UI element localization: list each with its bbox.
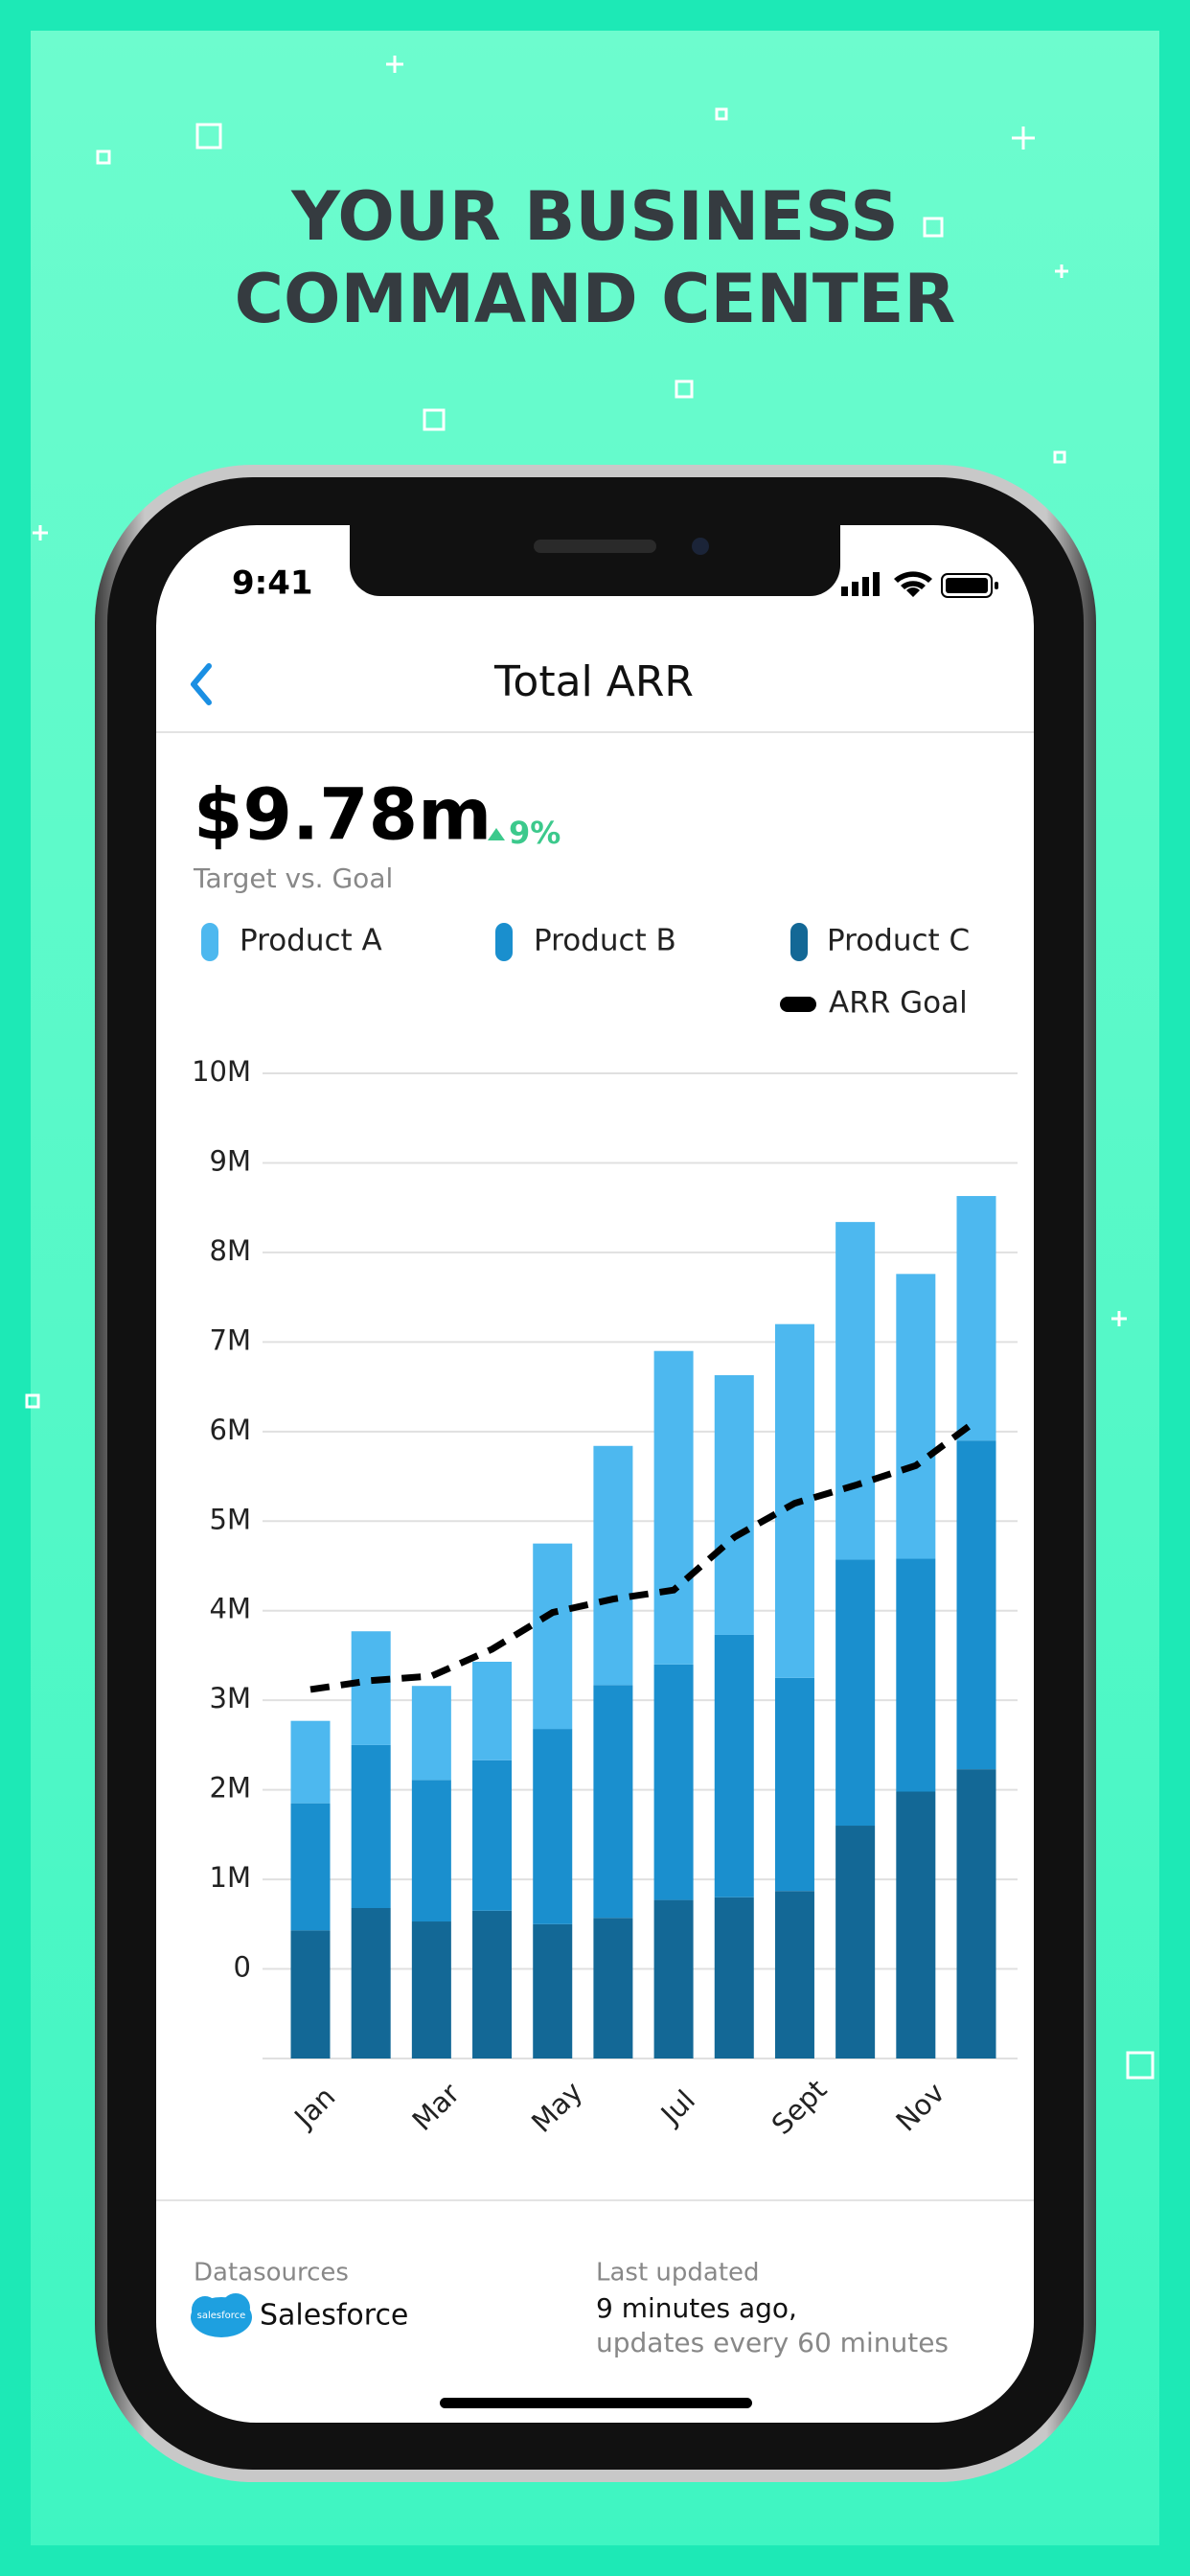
bar-segment: [411, 1686, 451, 1781]
bar-segment: [593, 1685, 633, 1919]
y-tick-label: 6M: [210, 1414, 251, 1446]
bar-segment: [835, 1826, 876, 2058]
notch: [350, 525, 840, 596]
goal-line: [309, 1417, 979, 1693]
bar-segment: [290, 1930, 331, 2058]
bar-segment: [411, 1921, 451, 2058]
bar-segment: [956, 1196, 996, 1441]
bar-segment: [896, 1791, 936, 2058]
back-button[interactable]: [191, 663, 212, 705]
bar-segment: [896, 1274, 936, 1559]
bar-segment: [956, 1769, 996, 2058]
kpi-subtitle: Target vs. Goal: [193, 862, 393, 894]
bar-segment: [956, 1440, 996, 1770]
y-tick-label: 3M: [210, 1682, 251, 1714]
y-tick-label: 4M: [210, 1593, 251, 1625]
legend-swatch: [201, 923, 218, 961]
legend-swatch: [780, 997, 816, 1012]
bar-segment: [714, 1897, 754, 2058]
updated-text: updates every 60 minutes: [596, 2327, 949, 2358]
updated-text: 9 minutes ago,: [596, 2292, 797, 2324]
bar-segment: [351, 1744, 391, 1908]
datasources-label: Datasources: [194, 2259, 349, 2288]
kpi-value: $9.78m: [194, 774, 492, 857]
camera: [692, 538, 709, 555]
speaker: [534, 540, 656, 553]
y-tick-label: 0: [234, 1951, 251, 1984]
headline: YOUR BUSINESS: [290, 177, 899, 256]
bar-segment: [593, 1445, 633, 1686]
bar-segment: [290, 1720, 331, 1804]
status-time: 9:41: [232, 564, 313, 603]
bar-segment: [351, 1907, 391, 2058]
bar-segment: [714, 1374, 754, 1635]
legend-swatch: [790, 923, 808, 961]
bar-segment: [896, 1558, 936, 1792]
bar-segment: [472, 1760, 513, 1911]
y-tick-label: 2M: [210, 1772, 251, 1805]
legend-swatch: [495, 923, 513, 961]
y-tick-label: 1M: [210, 1861, 251, 1894]
bar-segment: [593, 1918, 633, 2058]
legend-label: Product B: [534, 924, 676, 958]
bar-segment: [653, 1899, 694, 2058]
y-tick-label: 7M: [210, 1323, 251, 1356]
up-arrow: [488, 828, 505, 840]
home-indicator: [440, 2398, 752, 2408]
status-icons: [841, 571, 998, 598]
bar-segment: [835, 1222, 876, 1560]
bar-segment: [714, 1634, 754, 1898]
bar-segment: [653, 1350, 694, 1665]
y-tick-label: 5M: [210, 1503, 251, 1535]
bar-segment: [533, 1543, 573, 1730]
bar-segment: [653, 1664, 694, 1900]
logo-text: salesforce: [197, 2311, 246, 2321]
bar-segment: [533, 1729, 573, 1924]
bar-segment: [472, 1661, 513, 1760]
updated-label: Last updated: [596, 2259, 760, 2288]
headline: COMMAND CENTER: [235, 260, 956, 338]
bar-segment: [472, 1910, 513, 2058]
y-tick-label: 8M: [210, 1234, 251, 1267]
legend-label: Product A: [240, 924, 382, 958]
bar-segment: [351, 1631, 391, 1745]
legend-label: Product C: [827, 924, 970, 958]
salesforce-logo: salesforce: [191, 2293, 252, 2337]
legend-label: ARR Goal: [829, 986, 968, 1021]
bar-segment: [411, 1780, 451, 1922]
screen-title: Total ARR: [493, 657, 694, 706]
bar-segment: [290, 1803, 331, 1931]
kpi-change: 9%: [509, 815, 561, 851]
y-tick-label: 9M: [210, 1144, 251, 1177]
bar-segment: [774, 1891, 814, 2058]
datasource: Salesforce: [260, 2299, 408, 2333]
decorations: [25, 56, 1155, 2080]
bar-segment: [835, 1559, 876, 1827]
y-tick-label: 10M: [192, 1055, 251, 1088]
bar-segment: [774, 1677, 814, 1892]
bar-segment: [533, 1923, 573, 2058]
legend: Product A Product B Product C ARR Goal: [201, 923, 970, 1021]
